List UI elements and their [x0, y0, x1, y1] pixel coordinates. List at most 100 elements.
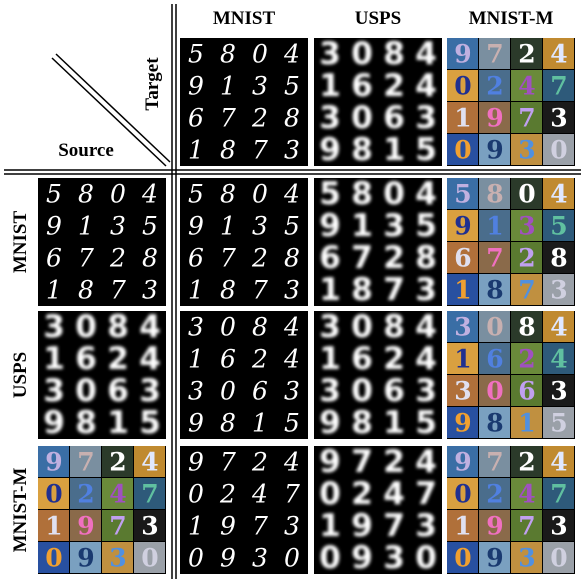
digit: 2: [486, 480, 503, 509]
digit: 2: [77, 480, 94, 509]
image-background: [314, 311, 442, 439]
digit: 9: [77, 512, 94, 541]
tile: [447, 311, 478, 342]
digit: 3: [139, 373, 161, 409]
digit: 4: [518, 72, 535, 101]
digit: 5: [284, 409, 300, 438]
digit: 1: [45, 512, 62, 541]
digit: 3: [284, 377, 300, 406]
digit: 3: [415, 508, 437, 544]
digit: 8: [415, 240, 437, 276]
tile: [447, 343, 478, 374]
digit: 6: [518, 377, 535, 406]
digit: 4: [283, 40, 300, 69]
digit: 8: [486, 409, 503, 438]
target-label: Target: [142, 57, 163, 111]
tile: [447, 134, 478, 165]
digit: 1: [383, 405, 405, 441]
tile: [511, 375, 542, 406]
tile: [479, 102, 510, 133]
digit: 7: [220, 448, 236, 477]
digit: 0: [188, 544, 204, 573]
digit: 5: [284, 72, 300, 101]
image-grid: 9 7 2 40 2 4 71 9 7 30 9 3 0: [447, 446, 575, 574]
tile: [70, 542, 101, 573]
digit: 3: [43, 309, 65, 345]
digit: 6: [252, 377, 268, 406]
digit: 0: [252, 40, 268, 69]
digit: 2: [251, 244, 268, 273]
digit: 8: [252, 313, 268, 342]
tile: [543, 446, 574, 477]
digit: 7: [415, 476, 437, 512]
image-grid: 3 0 8 41 6 2 43 0 6 39 8 1 5: [314, 36, 442, 168]
image-background: [38, 178, 166, 306]
digit: 4: [283, 345, 300, 374]
tile: [511, 178, 542, 209]
row-header: USPS: [10, 352, 31, 398]
digit: 6: [188, 244, 204, 273]
digit: 9: [454, 212, 471, 241]
image-grid: 9 7 2 40 2 4 71 9 7 30 9 3 0: [38, 446, 166, 574]
digit: 0: [351, 100, 373, 136]
digit: 0: [319, 476, 341, 512]
digit: 9: [486, 136, 503, 165]
digit: 3: [284, 276, 300, 305]
digit: 6: [188, 104, 204, 133]
tile: [134, 478, 165, 509]
image-background: [314, 446, 442, 574]
tile: [134, 510, 165, 541]
digit: 9: [188, 72, 204, 101]
digit: 1: [319, 272, 341, 308]
digit: 8: [220, 136, 236, 165]
digit: 4: [415, 176, 437, 212]
tile: [511, 407, 542, 438]
digit: 8: [518, 313, 535, 342]
digit: 3: [415, 272, 437, 308]
digit: 0: [454, 480, 471, 509]
digit: 1: [107, 405, 129, 441]
digit: 3: [43, 373, 65, 409]
digit: 7: [383, 272, 405, 308]
tile: [543, 510, 574, 541]
digit: 3: [550, 512, 567, 541]
digit: 0: [75, 309, 97, 345]
digit: 2: [251, 345, 268, 374]
digit: 9: [188, 212, 204, 241]
image-background: [180, 446, 308, 574]
digit: 2: [109, 448, 126, 477]
digit: 3: [319, 373, 341, 409]
digit: 7: [518, 276, 535, 305]
digit: 4: [415, 309, 437, 345]
tile: [38, 446, 69, 477]
digit: 5: [415, 208, 437, 244]
digit: 8: [284, 104, 300, 133]
tile: [543, 407, 574, 438]
digit: 4: [518, 480, 535, 509]
digit: 0: [110, 180, 126, 209]
tile: [511, 210, 542, 241]
digit: 7: [110, 276, 126, 305]
digit: 9: [454, 40, 471, 69]
digit: 7: [486, 40, 503, 69]
tile: [447, 478, 478, 509]
digit: 3: [110, 212, 126, 241]
digit: 3: [284, 512, 300, 541]
digit: 3: [284, 136, 300, 165]
digit: 9: [319, 208, 341, 244]
digit: 1: [383, 132, 405, 168]
digit: 2: [518, 345, 535, 374]
digit: 7: [252, 512, 268, 541]
digit: 8: [351, 132, 373, 168]
digit: 8: [78, 180, 94, 209]
digit: 7: [141, 480, 158, 509]
digit: 1: [454, 345, 471, 374]
digit: 2: [383, 240, 405, 276]
tile: [479, 446, 510, 477]
digit: 0: [188, 480, 204, 509]
tile: [447, 274, 478, 305]
digit: 4: [415, 36, 437, 72]
image-grid: 3 0 8 41 6 2 43 0 6 39 8 1 5: [180, 311, 308, 439]
digit: 1: [220, 212, 236, 241]
